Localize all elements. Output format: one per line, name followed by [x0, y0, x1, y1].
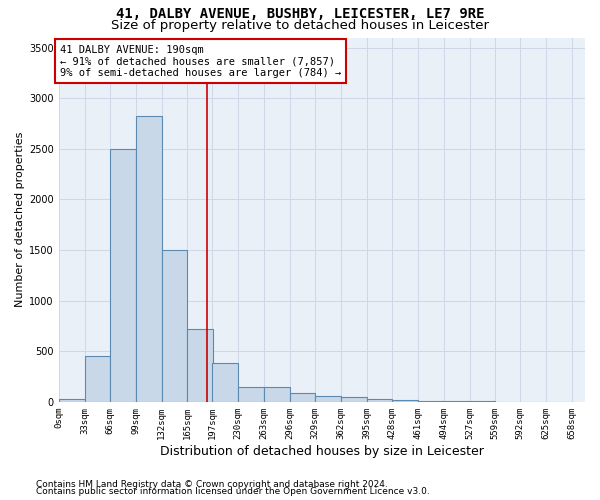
Bar: [418, 401, 444, 402]
Bar: [136, 116, 161, 402]
X-axis label: Distribution of detached houses by size in Leicester: Distribution of detached houses by size …: [160, 444, 484, 458]
Text: 41, DALBY AVENUE, BUSHBY, LEICESTER, LE7 9RE: 41, DALBY AVENUE, BUSHBY, LEICESTER, LE7…: [116, 8, 484, 22]
Text: 41 DALBY AVENUE: 190sqm
← 91% of detached houses are smaller (7,857)
9% of semi-: 41 DALBY AVENUE: 190sqm ← 91% of detache…: [60, 44, 341, 78]
Bar: [238, 386, 264, 402]
Bar: [290, 393, 315, 402]
Bar: [341, 397, 367, 402]
Text: Size of property relative to detached houses in Leicester: Size of property relative to detached ho…: [111, 19, 489, 32]
Bar: [367, 399, 392, 402]
Bar: [85, 356, 110, 402]
Bar: [161, 250, 187, 402]
Bar: [264, 386, 290, 402]
Text: Contains public sector information licensed under the Open Government Licence v3: Contains public sector information licen…: [36, 487, 430, 496]
Bar: [392, 400, 418, 402]
Bar: [110, 149, 136, 402]
Bar: [212, 364, 238, 402]
Y-axis label: Number of detached properties: Number of detached properties: [15, 132, 25, 308]
Bar: [315, 396, 341, 402]
Bar: [59, 400, 85, 402]
Bar: [187, 329, 213, 402]
Text: Contains HM Land Registry data © Crown copyright and database right 2024.: Contains HM Land Registry data © Crown c…: [36, 480, 388, 489]
